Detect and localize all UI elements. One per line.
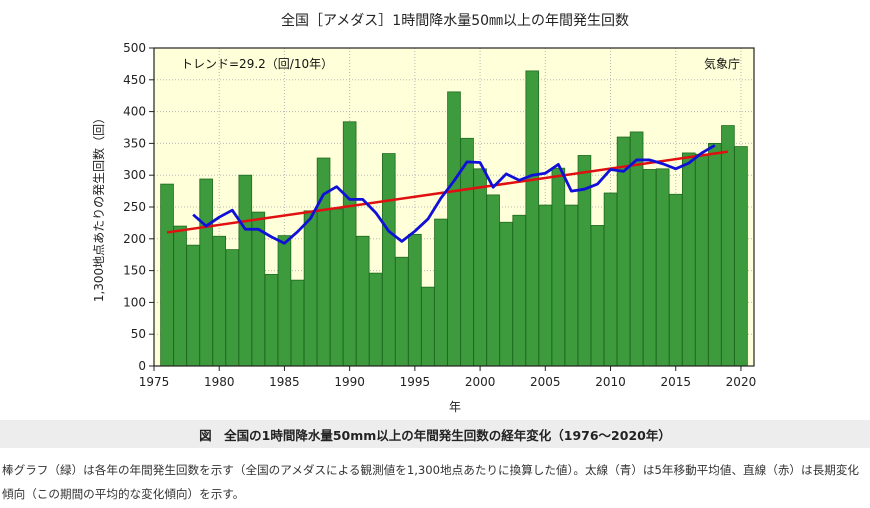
- x-tick-label: 1990: [334, 375, 365, 389]
- y-tick-label: 250: [123, 200, 146, 214]
- x-tick-label: 1975: [139, 375, 170, 389]
- chart-title: 全国［アメダス］1時間降水量50㎜以上の年間発生回数: [281, 12, 629, 29]
- bar-1992: [368, 272, 383, 367]
- bar-2004: [525, 70, 540, 367]
- bar-1999: [460, 137, 474, 367]
- bar-2002: [499, 221, 513, 367]
- bar-1988: [316, 157, 331, 367]
- x-tick-label: 2010: [595, 375, 626, 389]
- x-tick-label: 2000: [465, 375, 496, 389]
- bar-1996: [421, 286, 435, 367]
- bar-1990: [342, 121, 357, 367]
- x-tick-label: 2015: [660, 375, 691, 389]
- x-tick-label: 1995: [400, 375, 431, 389]
- bar-1989: [329, 208, 344, 367]
- bar-2000: [473, 168, 487, 367]
- y-tick-label: 200: [123, 232, 146, 246]
- y-tick-label: 100: [123, 295, 146, 309]
- bar-1991: [355, 235, 370, 367]
- source-label: 気象庁: [704, 56, 740, 71]
- bar-1979: [199, 178, 213, 367]
- bar-2005: [538, 204, 553, 367]
- bar-2013: [642, 169, 657, 367]
- bar-2014: [655, 168, 670, 367]
- y-tick-label: 50: [131, 327, 146, 341]
- chart-figure: 全国［アメダス］1時間降水量50㎜以上の年間発生回数 0 50 100 150 200 2…: [91, 12, 757, 414]
- figure-description: 棒グラフ（緑）は各年の年間発生回数を示す（全国のアメダスによる観測値を1,300…: [2, 463, 860, 501]
- figure-caption: 図 全国の1時間降水量50mm以上の年間発生回数の経年変化（1976〜2020年…: [199, 427, 671, 443]
- bar-1981: [225, 249, 240, 367]
- bar-2006: [551, 167, 566, 367]
- bar-1985: [277, 235, 292, 367]
- bar-chart: 全国［アメダス］1時間降水量50㎜以上の年間発生回数 0 50 100 150 200 2…: [91, 12, 756, 414]
- x-tick-label: 2005: [530, 375, 561, 389]
- bar-2003: [512, 214, 527, 367]
- figure-caption-bar: 図 全国の1時間降水量50mm以上の年間発生回数の経年変化（1976〜2020年…: [0, 420, 870, 448]
- y-tick-label: 0: [138, 359, 146, 373]
- moving-average-line: [192, 144, 716, 245]
- bar-1984: [264, 274, 279, 367]
- bar-2015: [668, 193, 683, 367]
- bar-1983: [251, 211, 266, 367]
- bar-2018: [708, 142, 722, 367]
- bar-1998: [447, 91, 461, 367]
- bar-2012: [629, 131, 644, 367]
- bar-2019: [721, 125, 735, 367]
- trend-label: トレンド=29.2（回/10年）: [181, 57, 333, 71]
- axes: 0 50 100 150 200 250 300 350 400 450 500 1975 1980 19…: [123, 41, 756, 389]
- bar-1982: [238, 174, 253, 367]
- bar-2016: [681, 152, 696, 367]
- x-tick-label: 1985: [269, 375, 300, 389]
- bar-2010: [603, 192, 618, 367]
- y-axis-label: 1,300地点あたりの発生回数（回）: [91, 112, 106, 302]
- y-tick-label: 300: [123, 168, 146, 182]
- bar-1977: [173, 225, 187, 367]
- bar-1994: [395, 256, 409, 367]
- bar-2007: [564, 204, 579, 367]
- bar-1976: [160, 183, 174, 367]
- bar-1987: [303, 210, 318, 367]
- x-tick-label: 1980: [204, 375, 235, 389]
- bar-1997: [434, 218, 448, 367]
- series-lines: [166, 144, 729, 245]
- trend-line: [166, 150, 729, 234]
- bar-2009: [590, 225, 605, 367]
- bar-2017: [695, 153, 709, 367]
- x-axis-label: 年: [449, 400, 461, 414]
- y-tick-label: 400: [123, 105, 146, 119]
- y-tick-label: 150: [123, 264, 146, 278]
- bar-2020: [734, 146, 748, 367]
- y-tick-label: 350: [123, 136, 146, 150]
- bar-1995: [408, 233, 422, 367]
- y-tick-label: 450: [123, 73, 146, 87]
- bar-2001: [486, 194, 500, 367]
- y-tick-label: 500: [123, 41, 146, 55]
- bar-1993: [381, 153, 396, 367]
- bar-1986: [290, 279, 305, 367]
- bar-1980: [212, 235, 227, 367]
- x-tick-label: 2020: [726, 375, 757, 389]
- bar-1978: [186, 244, 200, 367]
